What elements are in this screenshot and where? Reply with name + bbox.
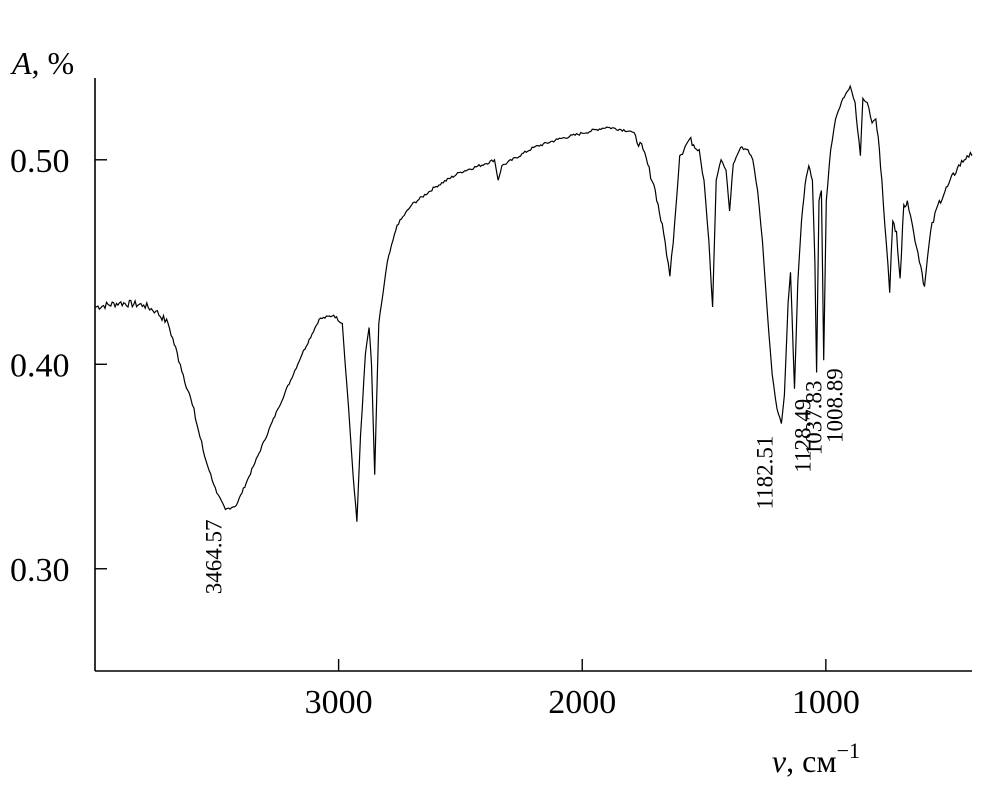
y-tick-label: 0.50: [10, 143, 70, 180]
y-tick-label: 0.30: [10, 552, 70, 589]
y-axis-title-unit: , %: [32, 45, 75, 81]
y-tick-label: 0.40: [10, 347, 70, 384]
series-layer: [94, 84, 973, 522]
x-tick-label: 2000: [548, 684, 616, 721]
peak-label: 1128.49: [791, 399, 816, 473]
x-axis-title-unit: , см: [786, 743, 836, 779]
y-axis-title-var: A: [10, 45, 32, 81]
x-axis-title-exponent: −1: [837, 738, 860, 763]
spectrum-line: [94, 84, 973, 522]
ticks: 3000 2000 1000 0.50 0.40 0.30: [10, 143, 860, 721]
peak-label: 1008.89: [823, 368, 848, 443]
peak-label: 1182.51: [752, 436, 777, 510]
y-axis-title: A, %: [10, 45, 74, 81]
x-axis-title-var: ν: [772, 743, 787, 779]
x-tick-label: 1000: [792, 684, 860, 721]
peak-label: 3464.57: [201, 520, 226, 595]
x-tick-label: 3000: [305, 684, 373, 721]
x-axis-title: ν, см−1: [772, 738, 860, 779]
peak-label: 1037.83: [802, 381, 827, 456]
